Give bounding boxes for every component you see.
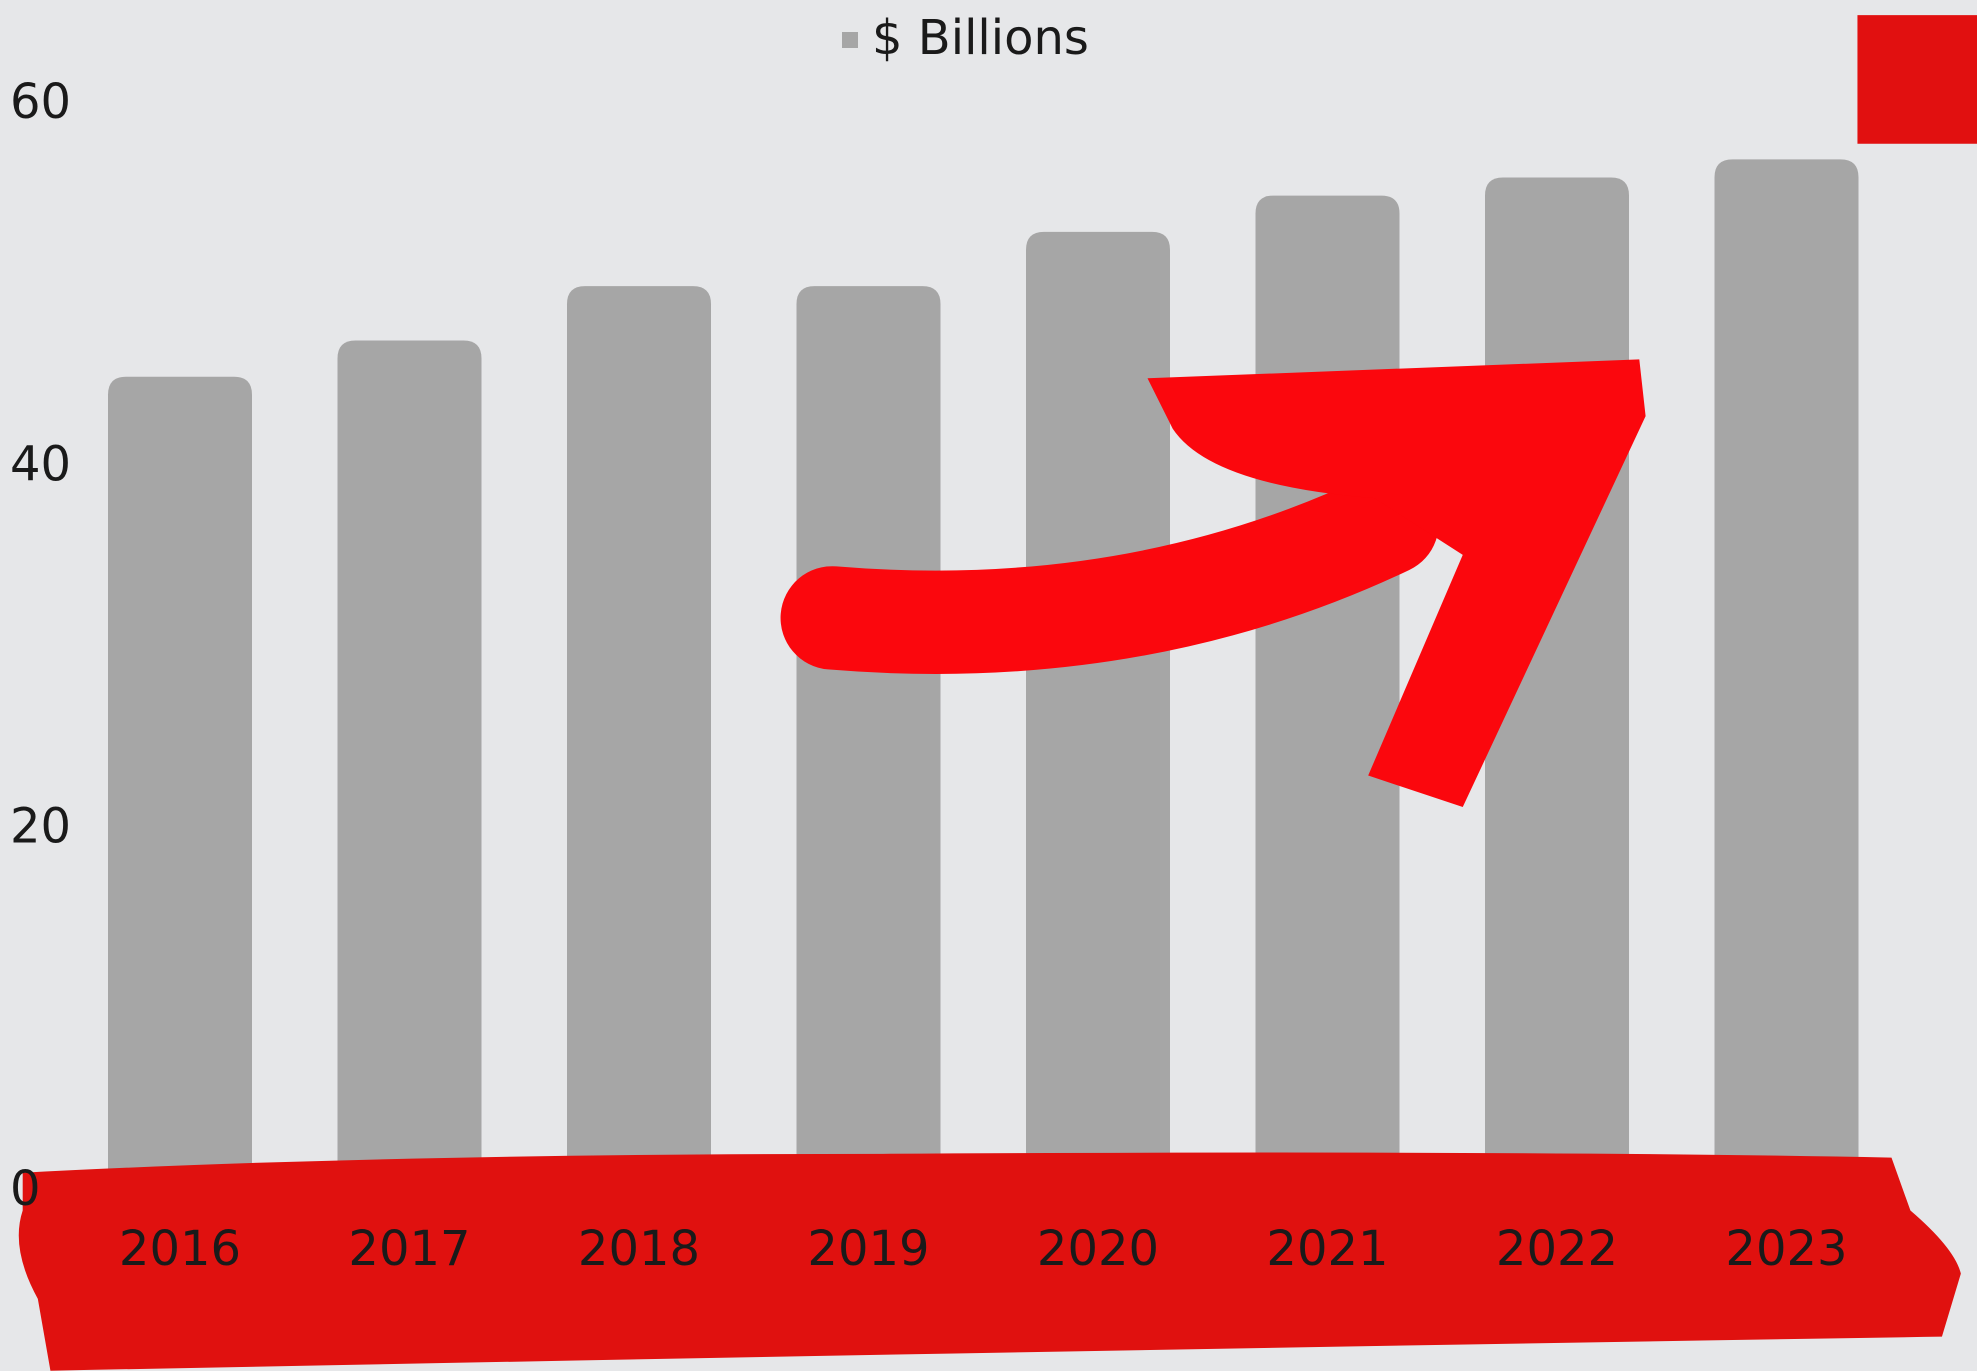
arrow-shaft <box>780 471 1439 674</box>
bar <box>567 286 711 1193</box>
x-tick-label: 2017 <box>348 1221 470 1277</box>
bar <box>108 376 252 1192</box>
bar <box>1026 231 1170 1193</box>
decorations <box>18 15 1977 1371</box>
x-tick-label: 2018 <box>578 1221 700 1277</box>
bar <box>1255 195 1400 1193</box>
y-tick-label: 20 <box>10 799 71 855</box>
x-tick-label: 2016 <box>119 1221 241 1277</box>
x-tick-label: 2019 <box>807 1221 929 1277</box>
bar <box>1714 159 1859 1193</box>
legend-label: $ Billions <box>872 10 1089 66</box>
arrow-head <box>1147 359 1646 808</box>
bar <box>796 286 941 1193</box>
x-tick-label: 2021 <box>1266 1221 1388 1277</box>
brush-stroke <box>18 1152 1961 1371</box>
y-tick-label: 0 <box>10 1161 41 1217</box>
x-tick-label: 2020 <box>1037 1221 1159 1277</box>
labels: $ Billions 0 20 40 60 2016 2017 2018 2019 2020 20… <box>10 10 1848 1277</box>
x-tick-label: 2022 <box>1496 1221 1618 1277</box>
y-tick-label: 40 <box>10 436 71 492</box>
legend-swatch <box>842 32 858 48</box>
x-tick-label: 2023 <box>1725 1221 1847 1277</box>
bar <box>337 340 482 1192</box>
corner-marker <box>1857 15 1977 144</box>
y-tick-label: 60 <box>10 74 71 130</box>
